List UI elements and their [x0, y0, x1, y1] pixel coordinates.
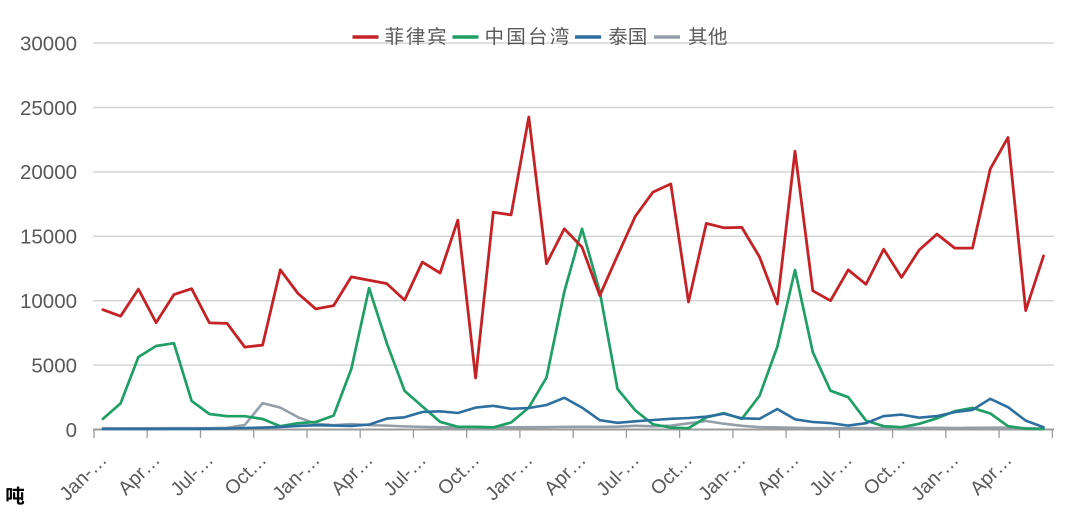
svg-text:Oct…: Oct… [646, 449, 697, 500]
svg-text:Apr…: Apr… [327, 449, 378, 500]
svg-text:Apr…: Apr… [114, 449, 165, 500]
svg-text:Oct…: Oct… [433, 449, 484, 500]
svg-text:Oct…: Oct… [220, 449, 271, 500]
svg-text:Jan-…: Jan-… [55, 449, 111, 505]
svg-text:Oct…: Oct… [859, 449, 910, 500]
svg-text:Jan-…: Jan-… [907, 449, 963, 505]
svg-text:Jul-…: Jul-… [379, 449, 431, 501]
svg-text:10000: 10000 [20, 290, 77, 313]
svg-text:15000: 15000 [20, 226, 77, 249]
svg-text:20000: 20000 [20, 161, 77, 184]
svg-text:25000: 25000 [20, 97, 77, 120]
svg-text:Jan-…: Jan-… [268, 449, 324, 505]
svg-text:30000: 30000 [20, 32, 77, 55]
svg-text:0: 0 [66, 419, 77, 442]
svg-text:Jan-…: Jan-… [694, 449, 750, 505]
svg-text:Jan-…: Jan-… [481, 449, 537, 505]
svg-text:Jul-…: Jul-… [592, 449, 644, 501]
svg-text:Jul-…: Jul-… [166, 449, 218, 501]
svg-text:Jul-…: Jul-… [805, 449, 857, 501]
svg-text:5000: 5000 [31, 354, 77, 377]
svg-text:Apr…: Apr… [540, 449, 591, 500]
svg-text:Apr…: Apr… [753, 449, 804, 500]
svg-text:Apr…: Apr… [966, 449, 1017, 500]
